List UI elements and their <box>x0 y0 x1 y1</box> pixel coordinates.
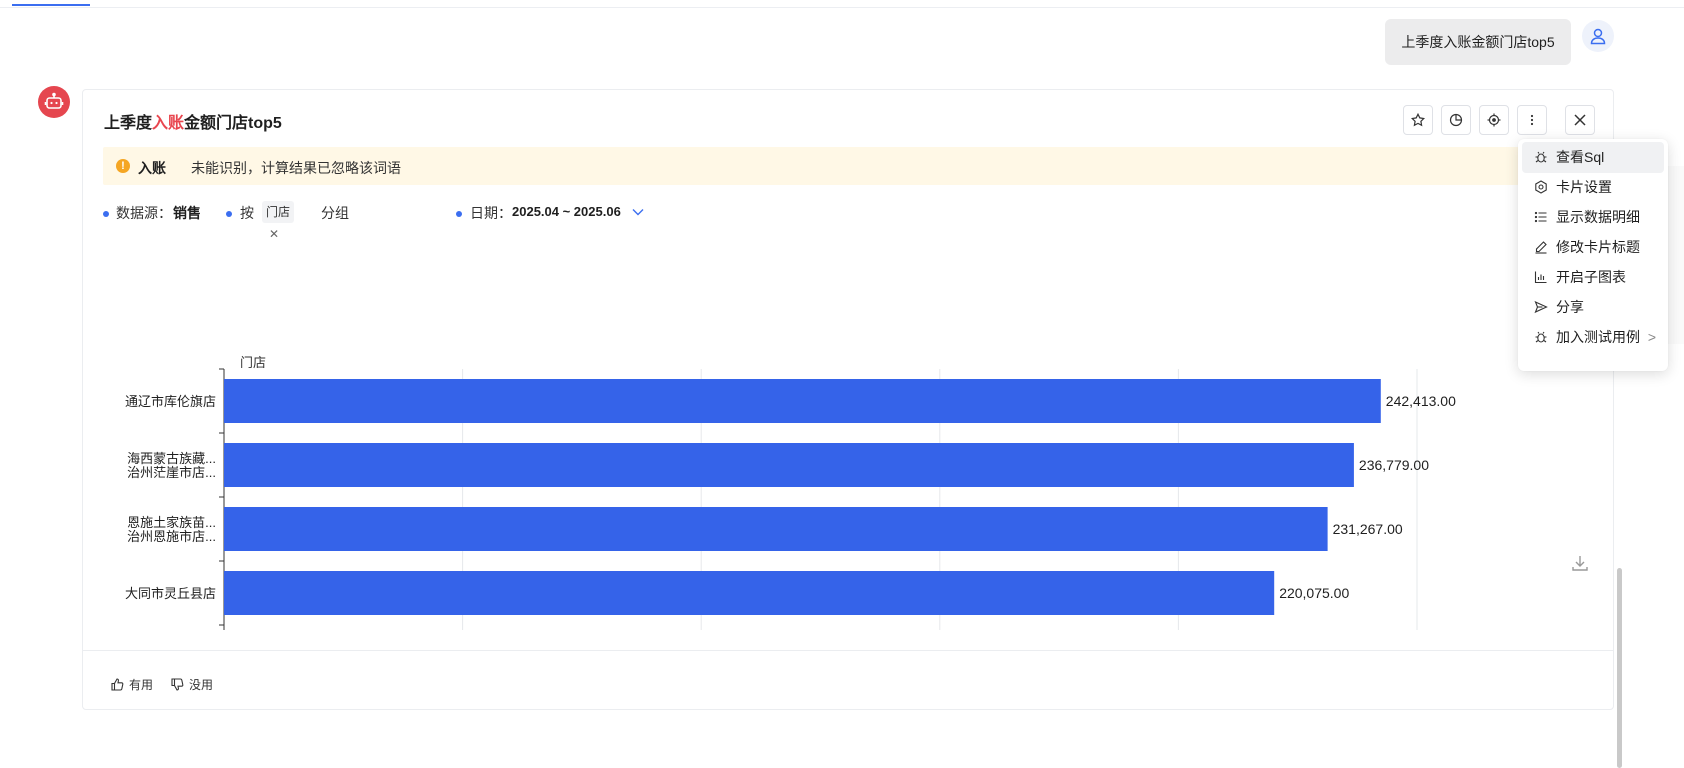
active-tab-indicator <box>12 4 90 6</box>
robot-icon <box>44 92 64 109</box>
y-category-label: 恩施土家族苗... <box>127 515 216 530</box>
group-prefix: 按 <box>240 205 254 221</box>
chevron-right-icon: > <box>1647 329 1656 345</box>
y-category-label: 治州恩施市店... <box>127 529 216 544</box>
star-icon <box>1411 113 1425 127</box>
thumbs-up-icon <box>111 678 124 691</box>
source-label: 数据源： <box>116 205 172 221</box>
group-suffix: 分组 <box>321 205 349 221</box>
warning-term: 入账 <box>138 160 166 176</box>
target-icon <box>1487 113 1501 127</box>
thumbs-down-icon <box>171 678 184 691</box>
bar-value-label: 231,267.00 <box>1333 521 1403 537</box>
warning-message: 未能识别，计算结果已忽略该词语 <box>191 160 401 176</box>
warning-banner: ! 入账 未能识别，计算结果已忽略该词语 <box>103 147 1519 185</box>
y-category-label: 治州茫崖市店... <box>127 465 216 480</box>
card-title: 上季度入账金额门店top5 <box>104 115 282 132</box>
more-button[interactable] <box>1517 105 1547 135</box>
user-message-bubble: 上季度入账金额门店top5 <box>1385 19 1571 65</box>
warning-icon: ! <box>116 159 130 173</box>
group-chip[interactable]: 门店 ✕ <box>262 201 295 241</box>
bar <box>224 507 1328 551</box>
bot-avatar <box>38 86 70 118</box>
menu-item-edit-title[interactable]: 修改卡片标题 <box>1522 232 1664 263</box>
y-category-label: 大同市灵丘县店 <box>125 586 216 601</box>
user-avatar[interactable] <box>1582 20 1614 52</box>
pie-chart-icon <box>1449 113 1463 127</box>
y-category-label: 海西蒙古族藏... <box>127 451 216 466</box>
chart-type-button[interactable] <box>1441 105 1471 135</box>
top-bar <box>0 0 1684 8</box>
menu-item-show-details[interactable]: 显示数据明细 <box>1522 202 1664 233</box>
chip-remove-icon[interactable]: ✕ <box>269 227 280 241</box>
bar-chart-icon <box>1534 271 1547 284</box>
bar <box>224 379 1381 423</box>
scrollbar[interactable] <box>1617 568 1622 768</box>
bug-icon <box>1535 151 1547 163</box>
unrecognized-term: 入账 <box>152 115 185 132</box>
pencil-icon <box>1535 241 1547 254</box>
menu-item-sub-chart[interactable]: 开启子图表 <box>1522 262 1664 293</box>
answer-card: 上季度入账金额门店top5 ! 入账 未能识别，计算结果已忽略该词语 数据源： … <box>82 89 1614 710</box>
bullet-dot <box>103 211 109 217</box>
send-icon <box>1534 300 1548 314</box>
source-value[interactable]: 销售 <box>173 205 201 221</box>
bar-value-label: 236,779.00 <box>1359 457 1429 473</box>
bullet-dot <box>456 211 462 217</box>
bar <box>224 571 1275 615</box>
bar <box>224 443 1354 487</box>
bullet-dot <box>226 211 232 217</box>
date-value[interactable]: 2025.04 ~ 2025.06 <box>512 204 621 219</box>
useless-button[interactable]: 没用 <box>171 676 213 693</box>
bar-chart: 0.0050,000.00100,000.00150,000.00200,000… <box>125 355 1456 630</box>
date-label: 日期： <box>470 205 512 221</box>
y-category-label: 通辽市库伦旗店 <box>125 394 216 409</box>
menu-item-view-sql[interactable]: 查看Sql <box>1522 142 1664 173</box>
card-divider <box>83 650 1613 651</box>
menu-item-card-settings[interactable]: 卡片设置 <box>1522 172 1664 203</box>
close-button[interactable] <box>1565 105 1595 135</box>
favorite-button[interactable] <box>1403 105 1433 135</box>
chevron-down-icon[interactable] <box>632 207 644 217</box>
bar-value-label: 220,075.00 <box>1279 585 1349 601</box>
menu-item-share[interactable]: 分享 <box>1522 292 1664 323</box>
close-icon <box>1574 114 1586 126</box>
list-icon <box>1534 211 1547 223</box>
y-axis-title: 门店 <box>240 355 266 370</box>
more-actions-menu: 查看Sql 卡片设置 显示数据明细 修改卡片标题 开启子图表 分享 加入测试用例… <box>1518 139 1668 371</box>
more-vertical-icon <box>1530 114 1534 126</box>
menu-item-add-test-case[interactable]: 加入测试用例 > <box>1522 322 1664 353</box>
bug-icon <box>1535 331 1547 343</box>
useful-button[interactable]: 有用 <box>111 676 153 693</box>
locate-button[interactable] <box>1479 105 1509 135</box>
download-icon[interactable] <box>1571 554 1589 572</box>
bar-value-label: 242,413.00 <box>1386 393 1456 409</box>
user-icon <box>1590 28 1606 45</box>
gear-icon <box>1535 180 1547 194</box>
